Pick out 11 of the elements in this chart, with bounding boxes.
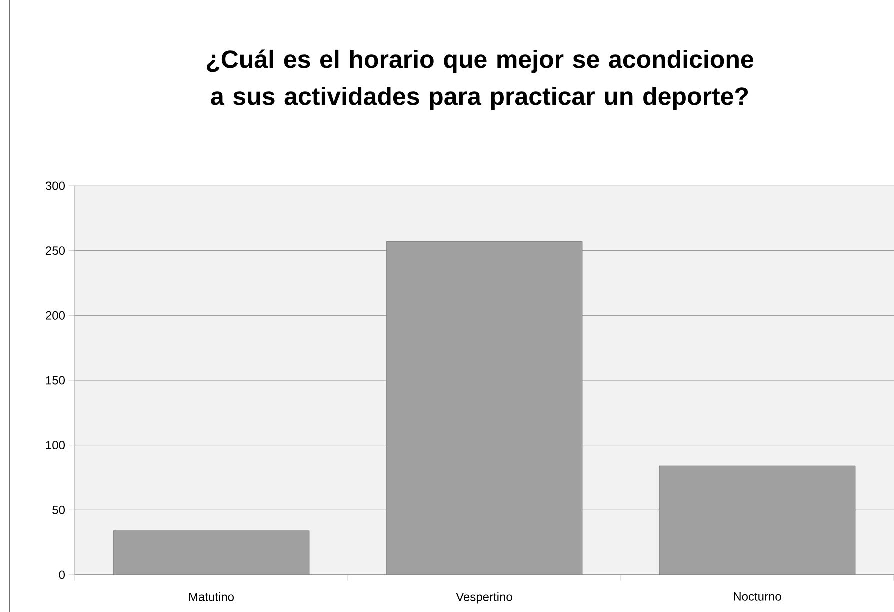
x-tick-label: Nocturno xyxy=(734,592,782,601)
x-tick-label: Matutino xyxy=(189,592,234,602)
y-tick-label: 150 xyxy=(46,376,66,385)
chart-title: ¿Cuál es el horario que mejor se acondicione a sus actividades para practicar un deporte? xyxy=(207,50,754,110)
y-tick-label: 300 xyxy=(46,182,66,190)
y-tick-label: 0 xyxy=(59,570,66,580)
x-tick-label: Vespertino xyxy=(456,592,512,604)
y-tick-label: 100 xyxy=(46,441,66,450)
y-tick-label: 250 xyxy=(46,246,66,256)
y-tick-label: 50 xyxy=(52,506,66,514)
y-tick-label: 200 xyxy=(46,311,66,320)
